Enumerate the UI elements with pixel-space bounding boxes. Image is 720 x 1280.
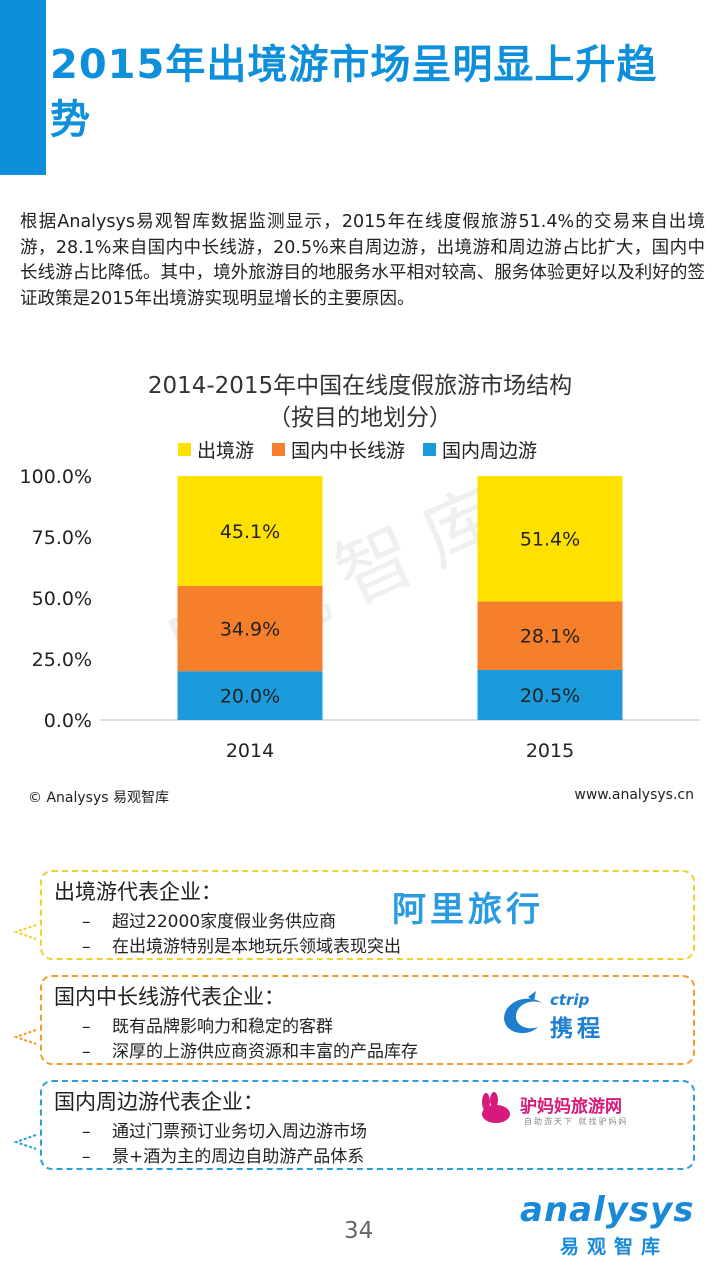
- bar-segment: [177, 586, 323, 672]
- card-nearby: 国内周边游代表企业： 通过门票预订业务切入周边游市场 景+酒为主的周边自助游产品…: [12, 1080, 695, 1170]
- lvmama-logo: 驴妈妈旅游网 自助游天下 就找驴妈妈: [474, 1092, 627, 1130]
- card-heading: 国内周边游代表企业：: [54, 1090, 264, 1114]
- x-tick-label: 2015: [526, 740, 574, 762]
- bar-segment: [477, 601, 623, 670]
- data-label: 20.0%: [220, 686, 280, 708]
- list-item: 既有品牌影响力和稳定的客群: [82, 1015, 418, 1040]
- dolphin-icon: [504, 991, 542, 1034]
- data-label: 20.5%: [520, 685, 580, 707]
- list-item: 通过门票预订业务切入周边游市场: [82, 1120, 367, 1145]
- chevron-left-icon: [12, 1029, 37, 1045]
- stacked-bar-chart: 0.0% 25.0% 50.0% 75.0% 100.0% 20.0% 34.9% 45.1%…: [20, 466, 700, 762]
- bar-segment: [477, 669, 623, 720]
- ctrip-logo-cn: 携程: [550, 1016, 604, 1042]
- legend-label: 国内周边游: [442, 440, 538, 462]
- list-item: 深厚的上游供应商资源和丰富的产品库存: [82, 1040, 418, 1065]
- y-tick-label: 100.0%: [20, 466, 92, 488]
- analysys-logo: analysys 易观智库: [520, 1190, 695, 1258]
- data-label: 45.1%: [220, 521, 280, 543]
- legend-label: 出境游: [197, 440, 255, 462]
- intro-paragraph: 根据Analysys易观智库数据监测显示，2015年在线度假旅游51.4%的交易…: [20, 212, 705, 309]
- ctrip-logo-en: ctrip: [550, 991, 590, 1009]
- chevron-left-icon: [12, 1134, 37, 1150]
- chart-title: 2014-2015年中国在线度假旅游市场结构: [147, 373, 573, 399]
- brand-en: analysys: [520, 1190, 695, 1230]
- lvmama-logo-text: 驴妈妈旅游网: [520, 1097, 622, 1117]
- data-label: 34.9%: [220, 619, 280, 641]
- list-item: 超过22000家度假业务供应商: [82, 910, 401, 935]
- website: www.analysys.cn: [574, 787, 694, 803]
- lvmama-logo-slogan: 自助游天下 就找驴妈妈: [524, 1117, 629, 1126]
- page-number: 34: [344, 1218, 374, 1244]
- card-list: 既有品牌影响力和稳定的客群 深厚的上游供应商资源和丰富的产品库存: [82, 1015, 418, 1065]
- y-tick-label: 75.0%: [32, 527, 92, 549]
- copyright: © Analysys 易观智库: [28, 790, 169, 806]
- donkey-icon: [482, 1092, 510, 1123]
- brand-cn: 易观智库: [560, 1236, 669, 1258]
- alitrip-logo: 阿里旅行: [392, 890, 544, 930]
- bar-segment: [177, 671, 323, 720]
- list-item: 景+酒为主的周边自助游产品体系: [82, 1145, 367, 1170]
- legend-item-outbound: 出境游: [178, 436, 254, 463]
- chart-subtitle: （按目的地划分）: [268, 405, 452, 431]
- ctrip-logo: ctrip 携程: [498, 989, 600, 1042]
- legend-swatch: [272, 443, 286, 456]
- y-tick-label: 25.0%: [32, 649, 92, 671]
- card-domestic-long: 国内中长线游代表企业： 既有品牌影响力和稳定的客群 深厚的上游供应商资源和丰富的…: [12, 975, 695, 1065]
- legend-item-nearby: 国内周边游: [423, 436, 537, 463]
- bar-segment: [177, 476, 323, 587]
- legend-label: 国内中长线游: [291, 440, 406, 462]
- card-heading: 出境游代表企业：: [54, 880, 222, 904]
- card-heading: 国内中长线游代表企业：: [54, 985, 285, 1009]
- chevron-left-icon: [12, 924, 37, 940]
- list-item: 在出境游特别是本地玩乐领域表现突出: [82, 935, 401, 960]
- y-tick-label: 50.0%: [32, 588, 92, 610]
- card-list: 超过22000家度假业务供应商 在出境游特别是本地玩乐领域表现突出: [82, 910, 401, 960]
- data-label: 51.4%: [520, 529, 580, 551]
- legend-swatch: [423, 443, 437, 456]
- card-outbound: 出境游代表企业： 超过22000家度假业务供应商 在出境游特别是本地玩乐领域表现…: [12, 870, 695, 960]
- legend-swatch: [178, 443, 191, 456]
- y-tick-label: 0.0%: [44, 710, 92, 732]
- chart-legend: 出境游 国内中长线游 国内周边游: [178, 436, 537, 463]
- data-label: 28.1%: [520, 626, 580, 648]
- x-tick-label: 2014: [226, 740, 274, 762]
- title-accent-bar: [0, 0, 46, 175]
- card-list: 通过门票预订业务切入周边游市场 景+酒为主的周边自助游产品体系: [82, 1120, 367, 1170]
- bar-segment: [477, 476, 623, 602]
- page-title: 2015年出境游市场呈明显上升趋势: [50, 42, 658, 143]
- legend-item-domestic-long: 国内中长线游: [272, 436, 405, 463]
